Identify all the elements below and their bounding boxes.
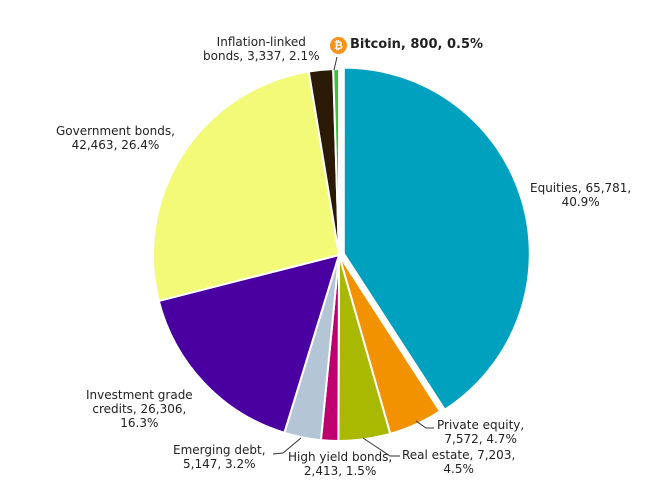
label-line: 5,147, 3.2% xyxy=(183,457,256,471)
label-line: Inflation-linked xyxy=(216,35,306,49)
label-high-yield-bonds: High yield bonds, 2,413, 1.5% xyxy=(288,450,392,478)
label-emerging-debt: Emerging debt, 5,147, 3.2% xyxy=(173,443,266,471)
leader-line-emerging-debt xyxy=(272,437,302,455)
label-line: bonds, 3,337, 2.1% xyxy=(203,49,320,63)
label-line: 40.9% xyxy=(561,195,600,209)
label-line: 16.3% xyxy=(120,416,159,430)
pie-slice-government-bonds xyxy=(152,70,341,303)
label-equities: Equities, 65,781, 40.9% xyxy=(530,181,631,209)
pie-slice-bitcoin xyxy=(332,67,340,256)
leader-line-real-estate xyxy=(362,437,400,457)
label-bitcoin: Bitcoin, 800, 0.5% xyxy=(350,37,484,52)
label-line: Private equity, xyxy=(437,418,525,432)
bitcoin-icon: ₿ xyxy=(330,37,347,54)
leader-line-private-equity xyxy=(415,420,434,429)
label-line: credits, 26,306, xyxy=(92,402,187,416)
label-line: Government bonds, xyxy=(56,124,175,138)
label-line: High yield bonds, xyxy=(288,450,393,464)
label-government-bonds: Government bonds, 42,463, 26.4% xyxy=(56,124,175,152)
pie-slice-equities xyxy=(342,66,531,412)
pie-slice-investment-grade-credits xyxy=(157,253,341,435)
label-line: Equities, 65,781, xyxy=(530,181,632,195)
label-real-estate: Real estate, 7,203, 4.5% xyxy=(402,448,515,476)
label-line: Emerging debt, xyxy=(173,443,266,457)
label-private-equity: Private equity, 7,572, 4.7% xyxy=(437,418,524,446)
label-line: 7,572, 4.7% xyxy=(444,432,517,446)
label-line: 2,413, 1.5% xyxy=(303,464,377,478)
label-line: Real estate, 7,203, xyxy=(402,448,516,462)
label-inflation-linked-bonds: Inflation-linked bonds, 3,337, 2.1% xyxy=(203,35,320,63)
label-line: Investment grade xyxy=(86,388,193,402)
leader-line-bitcoin xyxy=(333,56,338,71)
label-line: 4.5% xyxy=(443,462,474,476)
label-investment-grade-credits: Investment grade credits, 26,306, 16.3% xyxy=(86,388,193,430)
label-line: 42,463, 26.4% xyxy=(71,138,160,152)
